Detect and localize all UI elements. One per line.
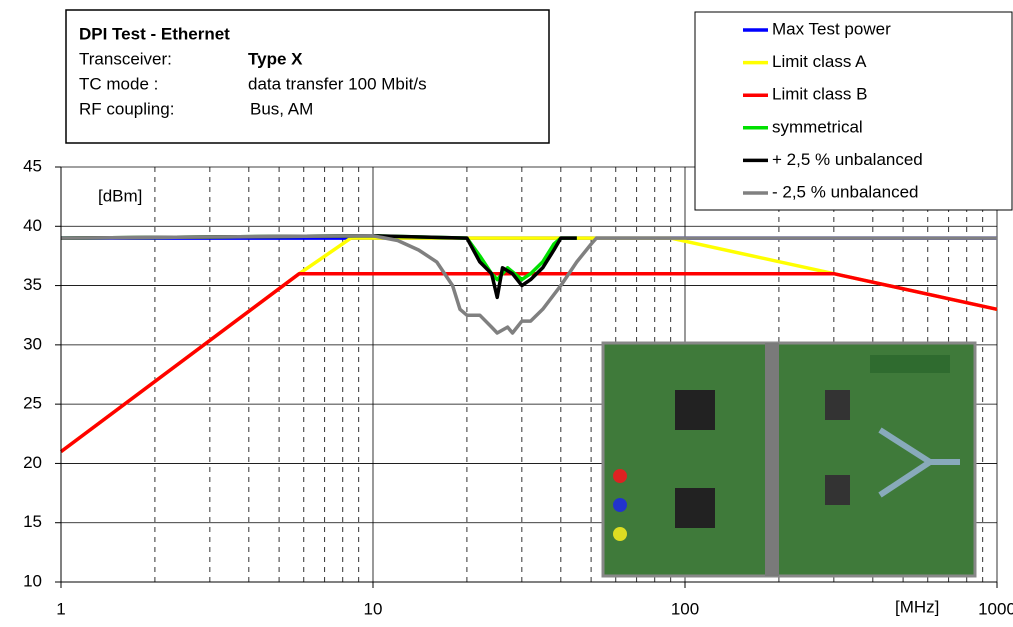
page: [dBm] [MHz] DPI Test - Ethernet Transcei…	[0, 0, 1013, 627]
x-tick-label: 1000	[978, 599, 1013, 618]
x-tick-label: 100	[671, 599, 699, 618]
info-value: Type X	[248, 49, 303, 68]
info-value: data transfer 100 Mbit/s	[248, 74, 427, 93]
series-line	[61, 236, 577, 298]
y-tick-label: 45	[23, 156, 42, 175]
info-label: TC mode :	[79, 74, 158, 93]
x-tick-label: 1	[56, 599, 65, 618]
y-tick-label: 30	[23, 334, 42, 353]
x-tick-label: 10	[364, 599, 383, 618]
legend-label: Limit class A	[772, 52, 867, 71]
board-photo	[603, 343, 975, 576]
info-title: DPI Test - Ethernet	[79, 24, 230, 43]
x-axis-label: [MHz]	[895, 597, 939, 616]
info-value: Bus, AM	[250, 99, 313, 118]
legend: Max Test power Limit class A Limit class B…	[695, 12, 1012, 210]
y-tick-label: 10	[23, 571, 42, 590]
chart: [dBm] [MHz] DPI Test - Ethernet Transcei…	[0, 0, 1013, 627]
legend-label: - 2,5 % unbalanced	[772, 182, 919, 201]
y-tick-label: 20	[23, 453, 42, 472]
series-line	[61, 236, 997, 333]
y-tick-label: 35	[23, 275, 42, 294]
y-tick-label: 40	[23, 216, 42, 235]
legend-label: Limit class B	[772, 85, 867, 104]
legend-label: symmetrical	[772, 117, 863, 136]
info-label: Transceiver:	[79, 49, 172, 68]
legend-label: + 2,5 % unbalanced	[772, 150, 923, 169]
y-axis-label: [dBm]	[98, 186, 142, 205]
info-box: DPI Test - Ethernet Transceiver: Type X …	[66, 10, 549, 143]
info-label: RF coupling:	[79, 99, 174, 118]
y-tick-label: 15	[23, 512, 42, 531]
legend-label: Max Test power	[772, 19, 891, 38]
y-tick-label: 25	[23, 394, 42, 413]
